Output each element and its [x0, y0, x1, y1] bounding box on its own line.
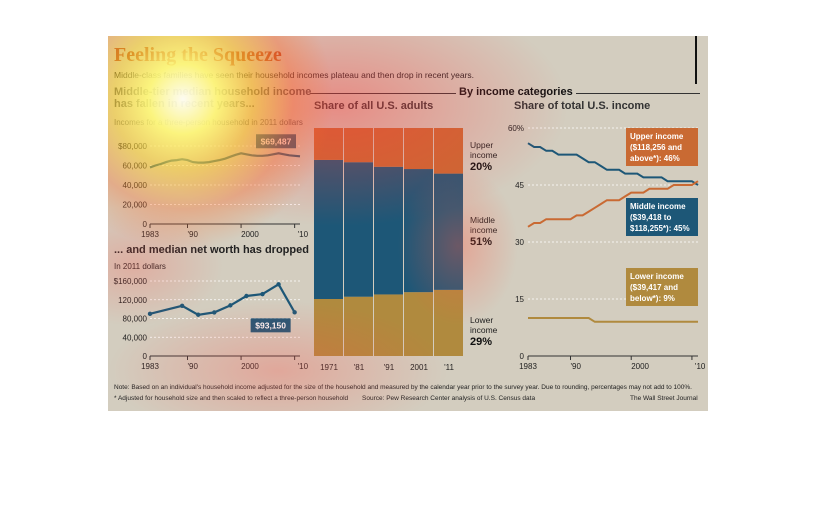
bar-segment [314, 159, 343, 299]
bar-label: Upper [470, 140, 493, 150]
y-tick-label: $160,000 [114, 277, 148, 286]
bar-segment [344, 296, 373, 356]
annotation-label: $69,487 [261, 136, 292, 146]
callout-text: below*): 9% [630, 294, 675, 303]
source-note: Source: Pew Research Center analysis of … [362, 395, 536, 402]
x-tick-label: '10 [298, 362, 309, 371]
x-tick-label: '81 [354, 363, 365, 372]
bar-segment [314, 299, 343, 356]
infographic-panel: Feeling the Squeeze Middle-class familie… [108, 36, 708, 411]
bar-segment [434, 289, 463, 356]
x-tick-label: '90 [571, 362, 582, 371]
y-tick-label: 80,000 [123, 315, 148, 324]
x-tick-label: 1983 [519, 362, 537, 371]
bar-segment [434, 173, 463, 290]
data-point [228, 303, 233, 308]
x-tick-label: 1971 [320, 363, 338, 372]
x-tick-label: 2000 [241, 362, 259, 371]
cursor-marker [695, 36, 697, 84]
x-tick-label: 1983 [141, 362, 159, 371]
y-tick-label: 0 [143, 220, 148, 229]
data-point [179, 303, 185, 309]
y-tick-label: 40,000 [123, 333, 148, 342]
bar-segment [374, 128, 403, 167]
y-tick-label: 0 [143, 352, 148, 361]
note-2: * Adjusted for household size and then s… [114, 395, 349, 402]
bar-label: income [470, 225, 498, 235]
data-point [196, 312, 201, 317]
y-tick-label: $80,000 [118, 142, 147, 151]
annotation-label: $93,150 [255, 320, 286, 330]
data-point [244, 293, 249, 299]
bar-segment [404, 292, 433, 356]
y-tick-label: 0 [520, 352, 525, 361]
bar-segment [344, 162, 373, 297]
x-tick-label: 2001 [410, 363, 428, 372]
y-tick-label: 40,000 [123, 181, 148, 190]
callout-text: ($39,418 to [630, 213, 671, 222]
callout-text: ($39,417 and [630, 283, 678, 292]
data-point [260, 291, 265, 297]
y-tick-label: 45 [515, 181, 524, 190]
data-point [212, 310, 217, 315]
bar-label: income [470, 325, 498, 335]
bar-label: income [470, 150, 498, 160]
x-tick-label: 1983 [141, 230, 159, 239]
x-tick-label: '10 [298, 230, 309, 239]
callout-text: Lower income [630, 272, 684, 281]
y-tick-label: 60,000 [123, 162, 148, 171]
callout-text: Middle income [630, 202, 686, 211]
data-point [147, 311, 153, 317]
y-tick-label: 60% [508, 124, 524, 133]
bar-label: Lower [470, 315, 493, 325]
x-tick-label: 2000 [241, 230, 259, 239]
data-point [276, 282, 281, 287]
x-tick-label: 2000 [631, 362, 649, 371]
bar-segment [404, 169, 433, 293]
y-tick-label: 30 [515, 238, 524, 247]
bar-segment [374, 166, 403, 295]
bar-segment [374, 294, 403, 356]
bar-segment [404, 128, 433, 170]
y-tick-label: 15 [515, 295, 524, 304]
bar-segment [434, 128, 463, 174]
bar-value-label: 29% [470, 336, 492, 348]
data-point [292, 310, 297, 315]
credit: The Wall Street Journal [630, 395, 698, 402]
bar-segment [314, 128, 343, 160]
callout-text: ($118,256 and [630, 143, 682, 152]
x-tick-label: '90 [188, 362, 199, 371]
callout-text: Upper income [630, 132, 684, 141]
bar-segment [344, 128, 373, 163]
bar-label: Middle [470, 215, 495, 225]
y-tick-label: 120,000 [118, 296, 147, 305]
callout-text: above*): 46% [630, 154, 680, 163]
data-line [149, 152, 301, 169]
x-tick-label: '10 [695, 362, 706, 371]
x-tick-label: '91 [384, 363, 395, 372]
charts-svg: 0 20,000 40,000 60,000 $80,000 1983 '90 2000 '10… [114, 124, 706, 372]
bar-value-label: 20% [470, 161, 492, 173]
series-line [528, 317, 698, 323]
y-tick-label: 20,000 [123, 201, 148, 210]
x-tick-label: '90 [188, 230, 199, 239]
note-1: Note: Based on an individual's household… [114, 384, 692, 391]
callout-text: $118,255*): 45% [630, 224, 690, 233]
bar-value-label: 51% [470, 236, 492, 248]
x-tick-label: '11 [444, 363, 454, 372]
